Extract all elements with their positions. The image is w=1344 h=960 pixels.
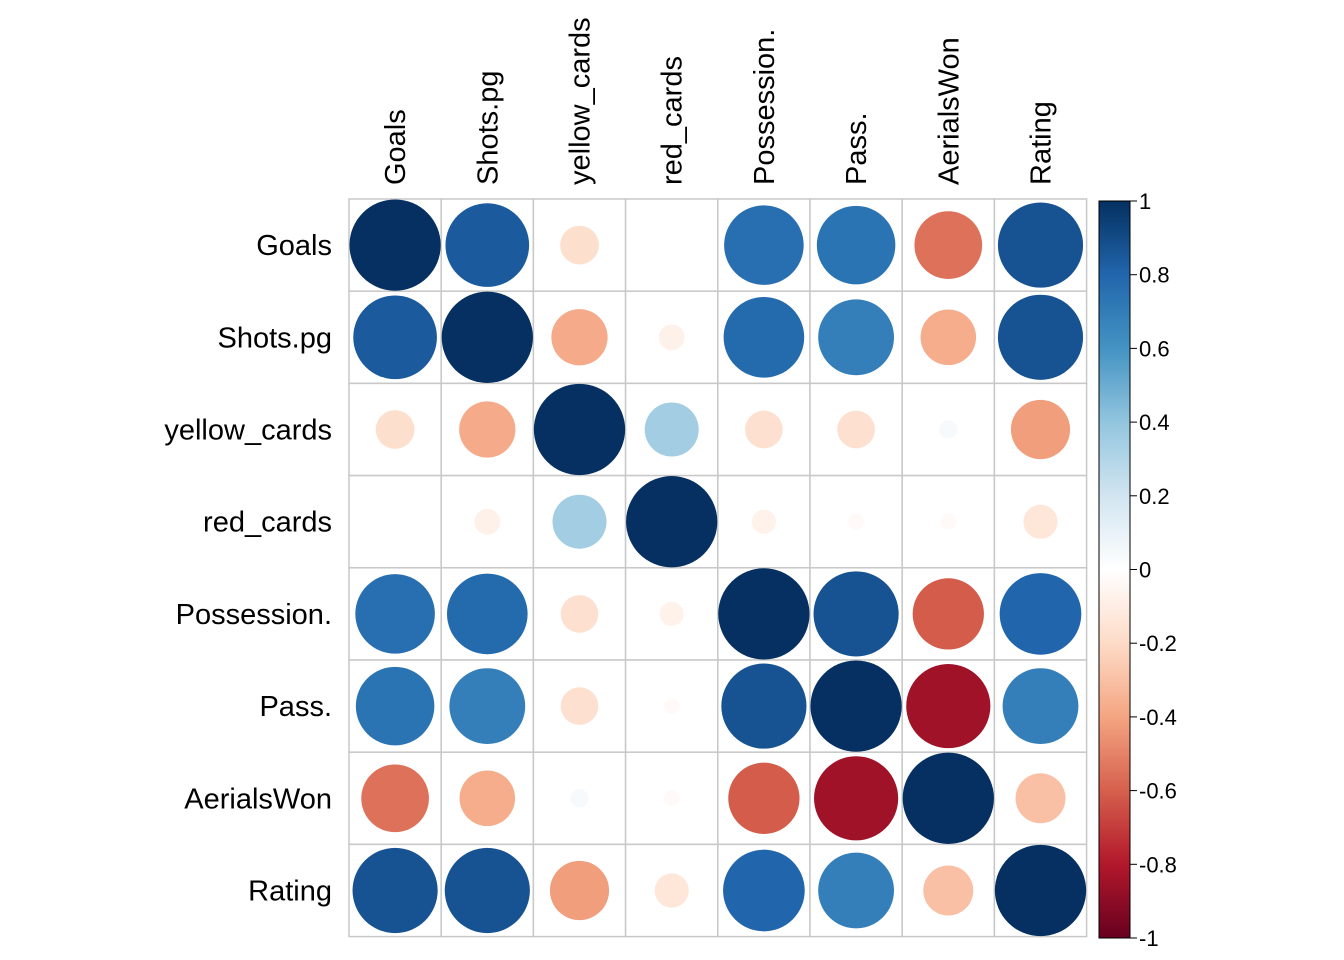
grid-cell [809,382,903,477]
correlation-circle-red_cards-red_cards [626,476,718,568]
correlation-circle-Goals-Shots.pg [445,203,530,287]
correlation-circles [349,199,1087,937]
correlation-circle-Goals-Pass. [816,205,896,285]
correlation-circle-AerialsWon-Goals [361,764,429,833]
colorbar-tick-label: 1 [1139,189,1151,214]
correlation-circle-Pass.-red_cards [663,698,680,715]
correlation-circle-yellow_cards-Pass. [837,410,875,449]
correlation-circle-yellow_cards-AerialsWon [939,420,958,439]
colorbar-tick-label: -0.6 [1139,779,1177,804]
colorbar-tick-label: 0 [1139,558,1151,583]
column-label: Pass. [841,112,873,185]
correlation-circle-Possession.-Rating [999,573,1082,655]
column-label: Possession. [749,29,781,185]
colorbar-tick-label: -1 [1139,926,1159,951]
correlation-circle-Shots.pg-Rating [997,294,1084,380]
correlation-circle-Rating-Possession. [723,849,805,932]
correlation-circle-Possession.-yellow_cards [560,595,599,633]
correlation-circle-Goals-AerialsWon [914,211,983,279]
colorbar-tick-label: 0.6 [1139,336,1170,361]
colorbar-gradient [1098,200,1131,939]
colorbar-tick-label: -0.8 [1139,852,1177,877]
grid-cell [348,474,442,569]
correlation-circle-Pass.-Rating [1002,668,1079,745]
correlation-circle-Shots.pg-Pass. [818,299,895,376]
column-labels: Goals Shots.pg yellow_cards red_cards Posses… [380,17,1057,185]
colorbar: 1 0.8 0.6 0.4 0.2 0 -0.2 -0.4 -0.6 -0.8 -1 [1098,189,1177,951]
correlation-circle-Shots.pg-Possession. [723,296,805,378]
row-label: Pass. [259,691,332,723]
grid-cell [624,198,719,292]
column-label: red_cards [657,56,689,185]
correlation-circle-Shots.pg-red_cards [658,324,685,351]
colorbar-tick-label: -0.4 [1139,705,1177,730]
correlation-circle-Rating-Pass. [818,852,895,929]
correlation-circle-yellow_cards-Goals [375,410,415,449]
correlation-circle-yellow_cards-Rating [1010,399,1071,460]
row-label: red_cards [203,507,332,539]
colorbar-tick-label: 0.4 [1139,410,1170,435]
correlation-circle-Goals-yellow_cards [560,225,599,265]
correlation-circle-Pass.-Possession. [721,663,807,749]
correlation-circle-AerialsWon-Possession. [728,762,800,834]
correlation-circle-Rating-Rating [994,844,1087,937]
correlation-circle-AerialsWon-yellow_cards [570,789,589,808]
correlation-circle-Shots.pg-Goals [353,295,437,380]
correlation-circle-AerialsWon-Shots.pg [459,770,516,827]
column-label: Goals [380,109,412,185]
correlation-circle-yellow_cards-Shots.pg [459,401,516,458]
correlation-circle-Pass.-yellow_cards [560,687,599,725]
row-label: Rating [248,876,332,908]
correlation-circle-Rating-red_cards [654,873,689,908]
correlation-circle-red_cards-AerialsWon [940,513,957,530]
correlation-circle-Pass.-Shots.pg [449,668,526,745]
correlation-circle-red_cards-Shots.pg [474,508,501,535]
colorbar-tick-label: 0.2 [1139,484,1170,509]
correlation-circle-yellow_cards-Possession. [745,410,783,449]
correlation-circle-Shots.pg-yellow_cards [551,309,608,366]
correlation-circle-red_cards-Rating [1023,504,1058,539]
correlation-circle-Possession.-Goals [355,574,435,654]
row-label: Goals [256,230,332,262]
correlation-circle-Possession.-Pass. [813,571,899,657]
correlation-circle-Goals-Goals [349,199,441,291]
correlation-circle-Possession.-Possession. [718,568,810,660]
correlation-circle-Shots.pg-Shots.pg [441,291,533,383]
correlation-circle-Possession.-AerialsWon [912,578,984,650]
correlation-circle-red_cards-Pass. [848,513,865,530]
correlation-circle-Possession.-red_cards [659,601,684,626]
correlation-circle-Rating-yellow_cards [549,860,610,921]
correlation-circle-AerialsWon-Rating [1015,773,1066,824]
column-label: Rating [1026,101,1058,185]
correlation-circle-Rating-Shots.pg [444,847,530,934]
colorbar-tick-label: -0.2 [1139,631,1177,656]
correlation-circle-Pass.-Pass. [810,660,902,752]
correlation-circle-yellow_cards-red_cards [644,402,699,457]
correlation-circle-Pass.-AerialsWon [906,664,991,749]
colorbar-tick-label: 0.8 [1139,263,1170,288]
column-label: Shots.pg [472,71,504,185]
row-label: Shots.pg [218,322,332,354]
correlation-circle-red_cards-Possession. [751,509,776,534]
correlation-circle-Goals-Possession. [724,205,804,285]
column-label: AerialsWon [933,37,965,185]
correlation-circle-Possession.-Shots.pg [446,573,528,655]
correlation-circle-AerialsWon-red_cards [663,790,680,807]
correlation-circle-Pass.-Goals [355,666,435,746]
row-label: AerialsWon [184,783,332,815]
correlation-circle-red_cards-yellow_cards [552,494,607,549]
correlation-circle-yellow_cards-yellow_cards [533,383,626,476]
correlation-circle-Rating-AerialsWon [923,865,974,916]
row-label: Possession. [176,599,332,631]
correlation-circle-AerialsWon-AerialsWon [902,752,994,844]
row-labels: Goals Shots.pg yellow_cards red_cards Posses… [164,230,332,907]
correlation-circle-Shots.pg-AerialsWon [920,309,977,366]
correlation-circle-Rating-Goals [352,847,438,934]
correlation-circle-Goals-Rating [997,202,1084,288]
correlation-circle-AerialsWon-Pass. [814,756,899,841]
row-label: yellow_cards [164,415,332,447]
column-label: yellow_cards [565,17,597,185]
